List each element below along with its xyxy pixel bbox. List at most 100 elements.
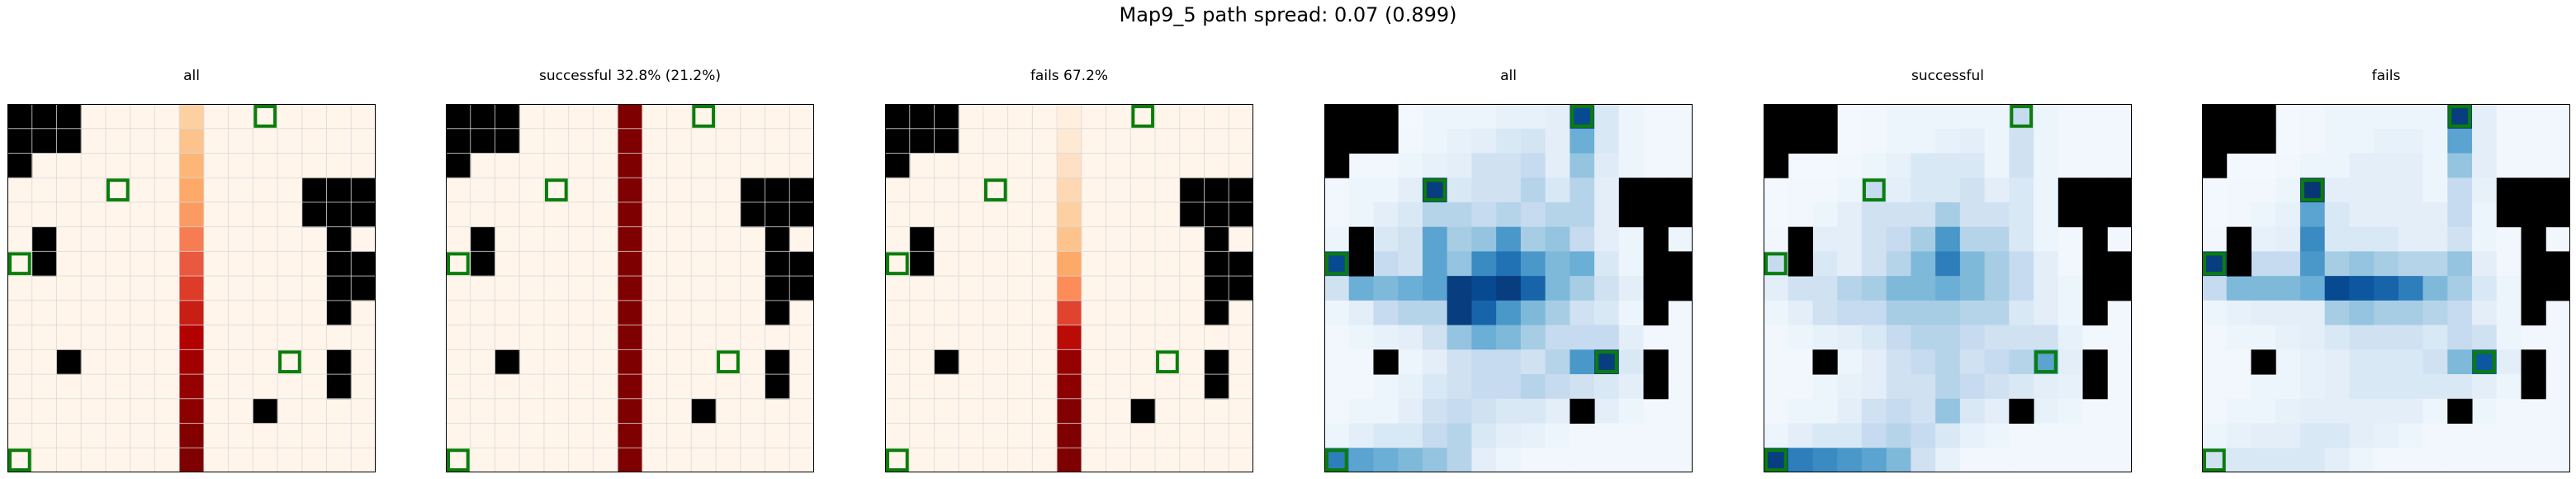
heat-cell xyxy=(1496,448,1522,472)
heat-cell xyxy=(56,300,82,326)
heat-cell xyxy=(1886,178,1911,203)
heat-cell xyxy=(1886,202,1911,228)
heat-cell xyxy=(2299,300,2326,326)
heat-cell xyxy=(1668,226,1693,252)
heat-cell xyxy=(1422,374,1448,400)
heat-cell xyxy=(1594,226,1620,252)
heat-cell xyxy=(1594,300,1620,326)
heat-cell xyxy=(642,448,668,472)
heat-cell xyxy=(1447,128,1472,154)
heat-cell xyxy=(2422,128,2448,154)
heat-cell xyxy=(1886,423,1911,448)
obstacle-cell xyxy=(1204,202,1229,228)
heat-cell xyxy=(1837,349,1863,375)
heat-cell xyxy=(1764,374,1789,400)
heat-cell xyxy=(2349,325,2375,350)
heat-cell xyxy=(1643,423,1669,448)
heat-cell xyxy=(1788,448,1813,472)
heat-cell xyxy=(1032,153,1058,178)
heat-cell xyxy=(1984,153,2010,178)
heat-cell xyxy=(2057,276,2084,301)
heat-cell xyxy=(1155,104,1181,130)
heat-cell xyxy=(1886,276,1911,301)
goal-marker xyxy=(886,252,909,276)
heat-cell xyxy=(1348,178,1374,203)
heat-cell xyxy=(789,423,814,448)
heat-cell xyxy=(716,398,741,424)
heat-cell xyxy=(568,104,594,130)
heat-cell xyxy=(1959,178,1986,203)
heat-cell xyxy=(740,349,766,375)
heat-cell xyxy=(1861,251,1887,277)
heat-cell xyxy=(1081,374,1107,400)
heat-cell xyxy=(1348,423,1374,448)
heat-cell xyxy=(519,276,545,301)
heat-cell xyxy=(618,202,643,228)
obstacle-cell xyxy=(740,178,766,203)
heat-cell xyxy=(81,398,107,424)
heat-cell xyxy=(618,398,643,424)
heat-cell xyxy=(1984,300,2010,326)
heat-cell xyxy=(1570,178,1595,203)
heat-cell xyxy=(740,153,766,178)
heat-cell xyxy=(666,374,692,400)
obstacle-cell xyxy=(2107,276,2132,301)
heat-cell xyxy=(105,104,131,130)
heat-cell xyxy=(1081,226,1107,252)
heat-cell xyxy=(2057,349,2084,375)
heat-cell xyxy=(593,178,618,203)
heat-cell xyxy=(1398,398,1423,424)
heat-cell xyxy=(1594,276,1620,301)
heat-cell xyxy=(909,325,935,350)
heat-cell xyxy=(642,374,668,400)
heat-cell xyxy=(2034,374,2059,400)
heat-cell xyxy=(2275,128,2301,154)
heat-cell xyxy=(568,423,594,448)
obstacle-cell xyxy=(326,202,352,228)
heat-cell xyxy=(666,300,692,326)
heat-cell xyxy=(691,423,717,448)
heat-cell xyxy=(1911,300,1936,326)
heat-cell xyxy=(2251,398,2276,424)
heat-cell xyxy=(2324,349,2350,375)
heat-cell xyxy=(740,423,766,448)
heat-cell xyxy=(740,374,766,400)
heat-cell xyxy=(2057,448,2084,472)
heat-cell xyxy=(959,104,984,130)
heat-cell xyxy=(1496,153,1522,178)
heat-cell xyxy=(2082,153,2108,178)
heat-cell xyxy=(2275,448,2301,472)
heat-cell xyxy=(1398,178,1423,203)
heat-cell xyxy=(934,398,959,424)
heat-cell xyxy=(2034,276,2059,301)
heat-cell xyxy=(2082,423,2108,448)
heat-cell xyxy=(277,128,303,154)
heat-cell xyxy=(2275,202,2301,228)
heat-cell xyxy=(2107,423,2132,448)
obstacle-cell xyxy=(885,128,911,154)
heat-cell xyxy=(2521,398,2546,424)
heat-cell xyxy=(1959,300,1986,326)
heat-cell xyxy=(959,202,984,228)
obstacle-cell xyxy=(446,128,471,154)
heat-cell xyxy=(1130,226,1156,252)
heat-cell xyxy=(740,128,766,154)
heat-cell xyxy=(228,202,253,228)
heat-cell xyxy=(1618,349,1645,375)
heat-cell xyxy=(1594,202,1620,228)
obstacle-cell xyxy=(1204,226,1229,252)
heat-cell xyxy=(301,423,328,448)
heat-cell xyxy=(2422,104,2448,130)
obstacle-cell xyxy=(2545,178,2570,203)
obstacle-cell xyxy=(2496,202,2522,228)
panel-5-title: successful xyxy=(1911,68,1984,84)
heat-cell xyxy=(2057,153,2084,178)
heat-cell xyxy=(1348,448,1374,472)
heat-cell xyxy=(885,325,911,350)
heat-cell xyxy=(301,104,328,130)
heat-cell xyxy=(1984,251,2010,277)
heat-cell xyxy=(1545,251,1570,277)
heat-cell xyxy=(1007,300,1033,326)
heat-cell xyxy=(1496,202,1522,228)
heat-cell xyxy=(2422,276,2448,301)
